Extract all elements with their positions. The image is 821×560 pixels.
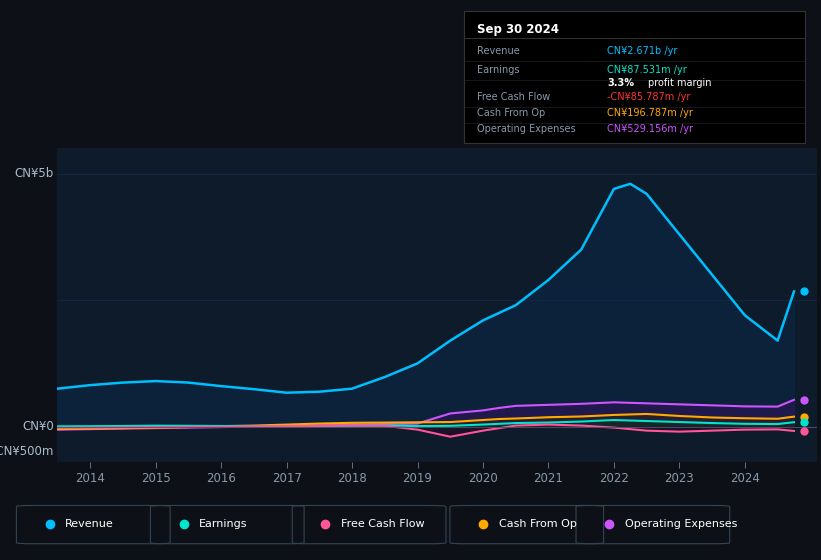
Text: -CN¥500m: -CN¥500m — [0, 445, 53, 459]
Text: 3.3%: 3.3% — [607, 78, 634, 88]
Text: Revenue: Revenue — [478, 46, 521, 57]
Text: Earnings: Earnings — [200, 519, 248, 529]
Text: profit margin: profit margin — [648, 78, 711, 88]
Text: Operating Expenses: Operating Expenses — [625, 519, 737, 529]
Text: Revenue: Revenue — [66, 519, 114, 529]
Text: Free Cash Flow: Free Cash Flow — [478, 92, 551, 102]
Text: Operating Expenses: Operating Expenses — [478, 124, 576, 134]
Text: Cash From Op: Cash From Op — [499, 519, 576, 529]
Text: Earnings: Earnings — [478, 65, 520, 75]
Text: CN¥5b: CN¥5b — [15, 167, 53, 180]
Text: CN¥529.156m /yr: CN¥529.156m /yr — [607, 124, 693, 134]
Text: -CN¥85.787m /yr: -CN¥85.787m /yr — [607, 92, 690, 102]
Text: Free Cash Flow: Free Cash Flow — [342, 519, 424, 529]
Text: CN¥0: CN¥0 — [22, 420, 53, 433]
Text: Sep 30 2024: Sep 30 2024 — [478, 23, 559, 36]
Text: Cash From Op: Cash From Op — [478, 108, 546, 118]
Text: CN¥196.787m /yr: CN¥196.787m /yr — [607, 108, 693, 118]
Text: CN¥2.671b /yr: CN¥2.671b /yr — [607, 46, 677, 57]
Text: CN¥87.531m /yr: CN¥87.531m /yr — [607, 65, 686, 75]
